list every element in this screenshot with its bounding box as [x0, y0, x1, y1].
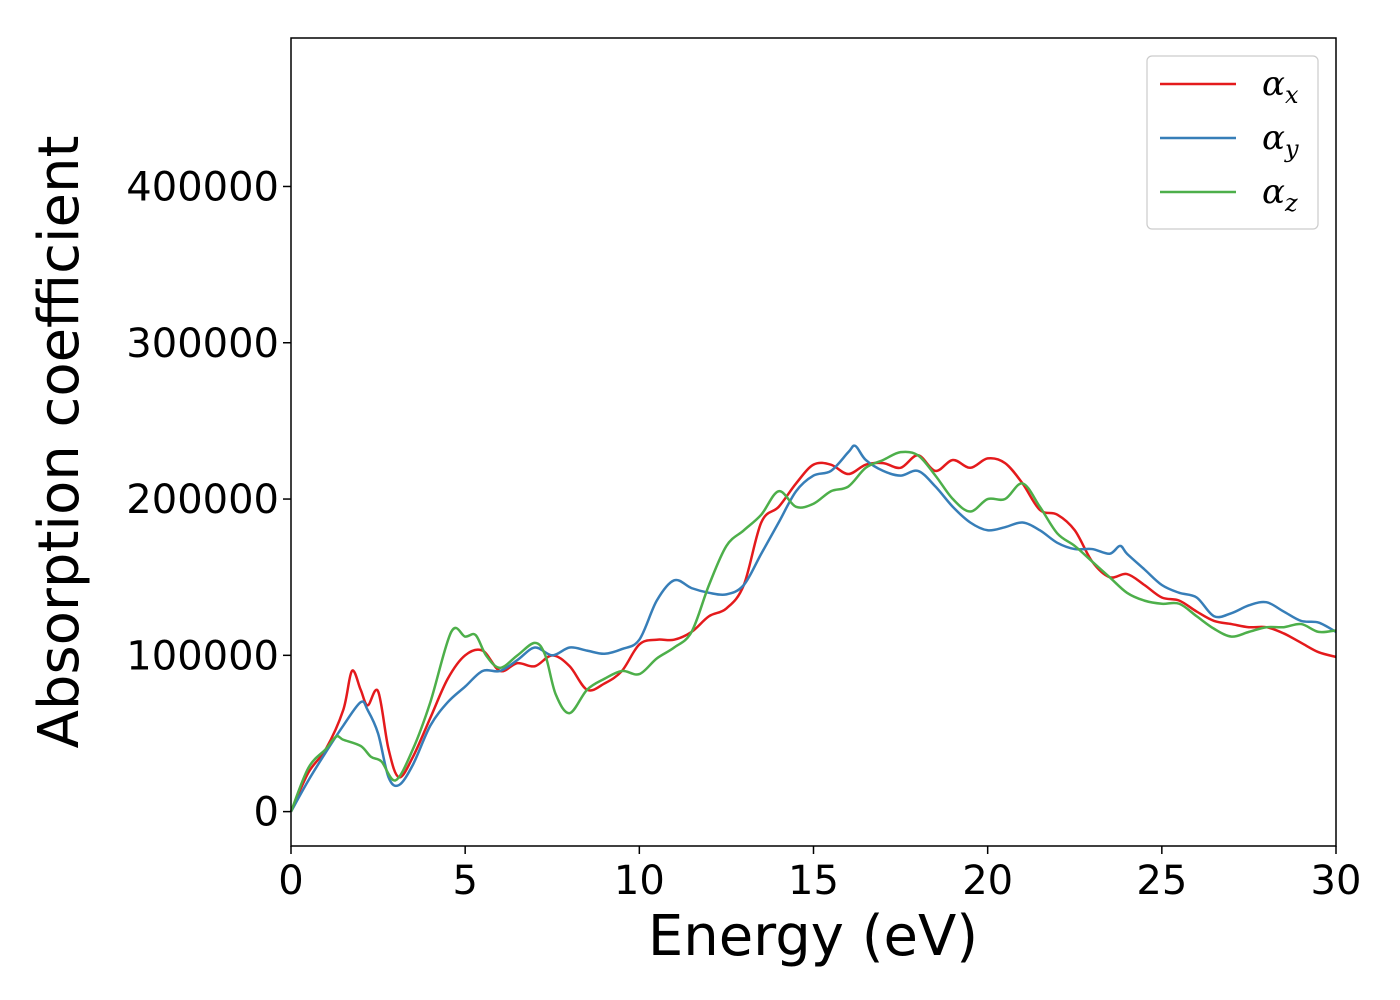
x-axis-ticks: 0 5 10 15 20 25 30	[278, 846, 1361, 904]
series-line-z	[289, 450, 1337, 813]
x-tick-label: 15	[788, 858, 839, 904]
y-tick-label: 0	[254, 790, 279, 836]
legend-box	[1146, 55, 1319, 230]
y-tick-label: 400000	[126, 164, 279, 210]
series-line-y	[289, 444, 1337, 813]
y-tick-label: 200000	[126, 477, 279, 523]
legend-label-z: αz	[1262, 172, 1298, 217]
y-tick-label: 300000	[126, 321, 279, 367]
x-tick-label: 25	[1136, 858, 1187, 904]
legend-label-x: αx	[1262, 64, 1299, 109]
x-tick-label: 30	[1311, 858, 1362, 904]
y-tick-label: 100000	[126, 633, 279, 679]
y-axis-ticks: 0 100000 200000 300000 400000	[126, 164, 291, 836]
series-layer	[289, 444, 1337, 813]
y-axis-title: Absorption coefficient	[27, 136, 92, 749]
x-tick-label: 5	[452, 858, 477, 904]
x-tick-label: 0	[278, 858, 303, 904]
x-axis-title: Energy (eV)	[648, 904, 978, 969]
legend-label-y: αy	[1262, 118, 1299, 163]
x-tick-label: 20	[962, 858, 1013, 904]
legend: αx αy αz	[1146, 55, 1319, 230]
x-tick-label: 10	[614, 858, 665, 904]
